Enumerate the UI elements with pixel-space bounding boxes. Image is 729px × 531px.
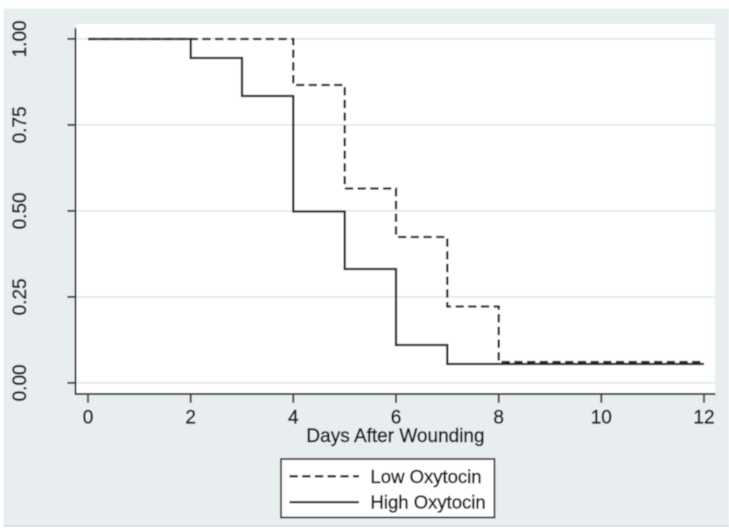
svg-text:0: 0 (83, 408, 94, 429)
svg-text:8: 8 (493, 408, 504, 429)
svg-text:0.50: 0.50 (10, 192, 31, 229)
svg-text:6: 6 (391, 408, 402, 429)
svg-text:0.75: 0.75 (10, 106, 31, 143)
svg-text:High Oxytocin: High Oxytocin (371, 492, 486, 513)
svg-text:0.25: 0.25 (10, 278, 31, 315)
svg-text:1.00: 1.00 (10, 20, 31, 57)
svg-text:Low Oxytocin: Low Oxytocin (371, 466, 482, 487)
svg-text:10: 10 (591, 408, 612, 429)
svg-text:0.00: 0.00 (10, 364, 31, 401)
svg-text:12: 12 (693, 408, 714, 429)
svg-text:4: 4 (288, 408, 299, 429)
svg-text:Days After Wounding: Days After Wounding (306, 426, 484, 447)
svg-text:2: 2 (185, 408, 196, 429)
